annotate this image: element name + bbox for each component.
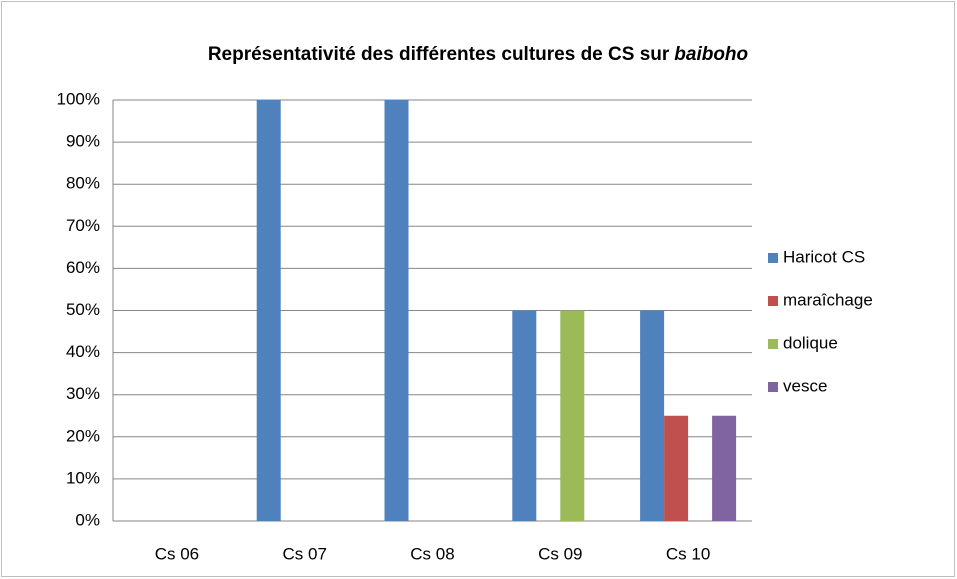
x-tick-label: Cs 06 — [155, 544, 199, 563]
legend-label: dolique — [783, 333, 838, 352]
bar — [560, 310, 585, 521]
y-tick-label: 20% — [66, 426, 100, 445]
bar — [512, 310, 537, 521]
title-text: Représentativité des différentes culture… — [208, 44, 670, 65]
legend-swatch — [768, 339, 778, 349]
legend-label: maraîchage — [783, 290, 873, 309]
y-tick-label: 60% — [66, 258, 100, 277]
y-tick-label: 70% — [66, 216, 100, 235]
y-tick-label: 80% — [66, 174, 100, 193]
y-tick-label: 0% — [75, 510, 100, 529]
y-tick-label: 40% — [66, 342, 100, 361]
y-tick-label: 100% — [57, 89, 100, 108]
bar — [664, 415, 689, 521]
chart-title: Représentativité des différentes culture… — [208, 44, 748, 65]
bar — [384, 100, 409, 521]
title-emphasis: baiboho — [674, 44, 748, 65]
y-tick-label: 10% — [66, 468, 100, 487]
legend-swatch — [768, 253, 778, 263]
y-tick-label: 90% — [66, 132, 100, 151]
x-tick-label: Cs 10 — [666, 544, 710, 563]
legend-label: vesce — [783, 376, 827, 395]
x-tick-label: Cs 09 — [538, 544, 582, 563]
bar — [256, 100, 281, 521]
bar — [640, 310, 665, 521]
legend-swatch — [768, 296, 778, 306]
x-tick-label: Cs 07 — [282, 544, 326, 563]
y-tick-label: 30% — [66, 384, 100, 403]
legend-label: Haricot CS — [783, 247, 865, 266]
bar — [712, 415, 737, 521]
y-tick-label: 50% — [66, 300, 100, 319]
legend-swatch — [768, 382, 778, 392]
x-tick-label: Cs 08 — [410, 544, 454, 563]
